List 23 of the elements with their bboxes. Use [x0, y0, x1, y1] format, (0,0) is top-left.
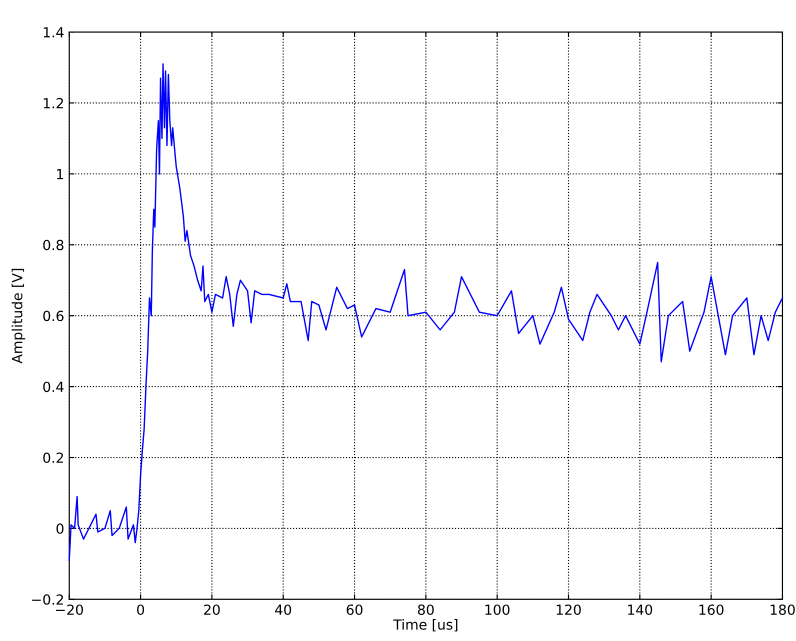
y-tick-label: 0: [56, 523, 64, 534]
x-tick-label: 120: [556, 604, 581, 615]
x-tick-label: 180: [770, 604, 795, 615]
x-tick-label: 160: [699, 604, 724, 615]
x-tick-label: 100: [485, 604, 510, 615]
x-axis-title: Time [us]: [393, 619, 458, 632]
y-tick-label: 0.8: [43, 240, 64, 250]
y-tick-label: 0.6: [43, 310, 64, 322]
y-tick-label: 1.2: [44, 98, 63, 108]
y-tick-label: 0.4: [43, 382, 64, 392]
y-tick-label: 1.4: [44, 27, 64, 38]
x-tick-label: 20: [204, 604, 220, 615]
x-tick-label: 40: [275, 604, 292, 615]
line-series: [68, 63, 784, 562]
x-tick-label: 60: [346, 604, 362, 615]
y-axis-title: Amplitude [V]: [12, 268, 26, 364]
x-tick-label: 140: [628, 604, 652, 615]
x-tick-label: 80: [418, 604, 434, 615]
y-tick-label: 0.2: [43, 452, 63, 463]
y-tick-label: 1: [57, 169, 64, 180]
y-tick-label: −0.2: [32, 594, 63, 605]
x-tick-label: 0: [137, 604, 144, 615]
x-tick-label: −20: [56, 604, 83, 615]
